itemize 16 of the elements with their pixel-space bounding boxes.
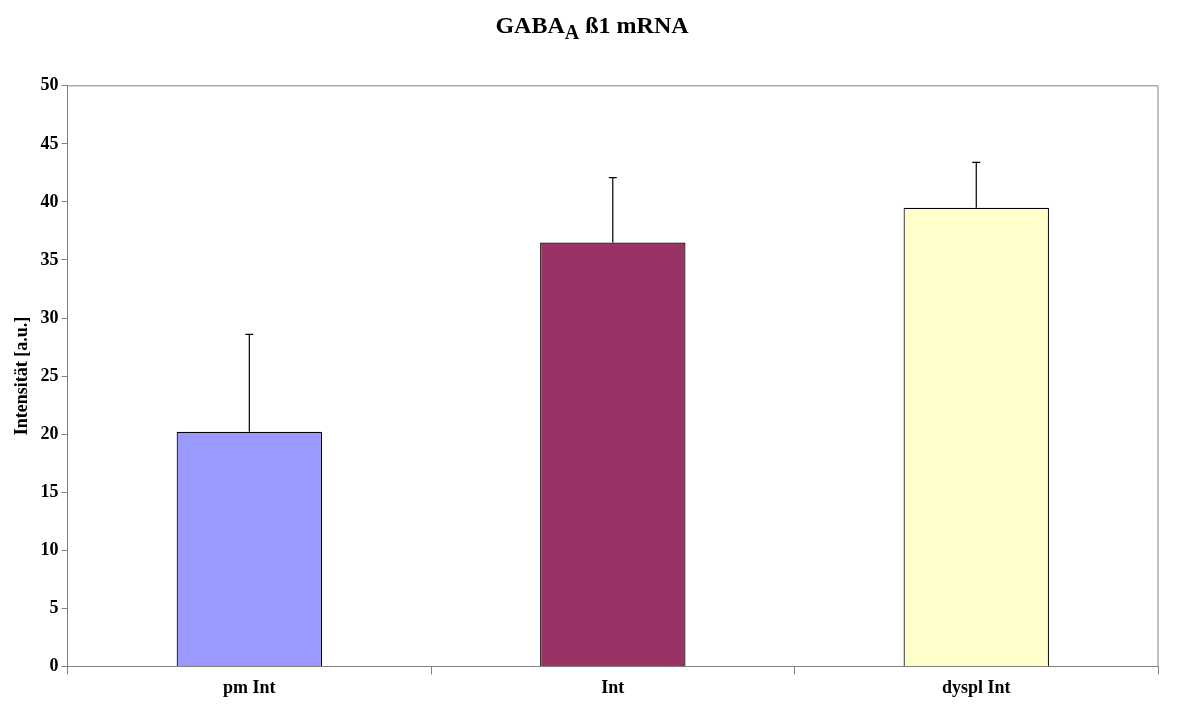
chart-title: GABA$_{A}$ ß1 mRNA [494, 11, 690, 45]
y-tick-label: 20 [40, 422, 59, 443]
x-tick-label: dyspl Int [941, 676, 1011, 697]
y-axis-title: Intensität [a.u.] [11, 316, 32, 436]
y-tick-label: 5 [49, 597, 59, 617]
y-tick-label: 30 [40, 306, 59, 327]
y-tick-label: 25 [40, 364, 59, 385]
y-tick-label: 40 [40, 190, 59, 211]
y-tick-label: 35 [40, 248, 59, 269]
y-tick-label: 10 [40, 538, 59, 559]
y-tick-label: 15 [40, 480, 59, 501]
y-tick-label: 45 [40, 132, 59, 153]
x-tick-label: Int [601, 676, 625, 697]
y-tick-label: 0 [49, 655, 59, 676]
y-tick-label: 50 [40, 74, 59, 95]
x-tick-label: pm Int [223, 676, 276, 697]
